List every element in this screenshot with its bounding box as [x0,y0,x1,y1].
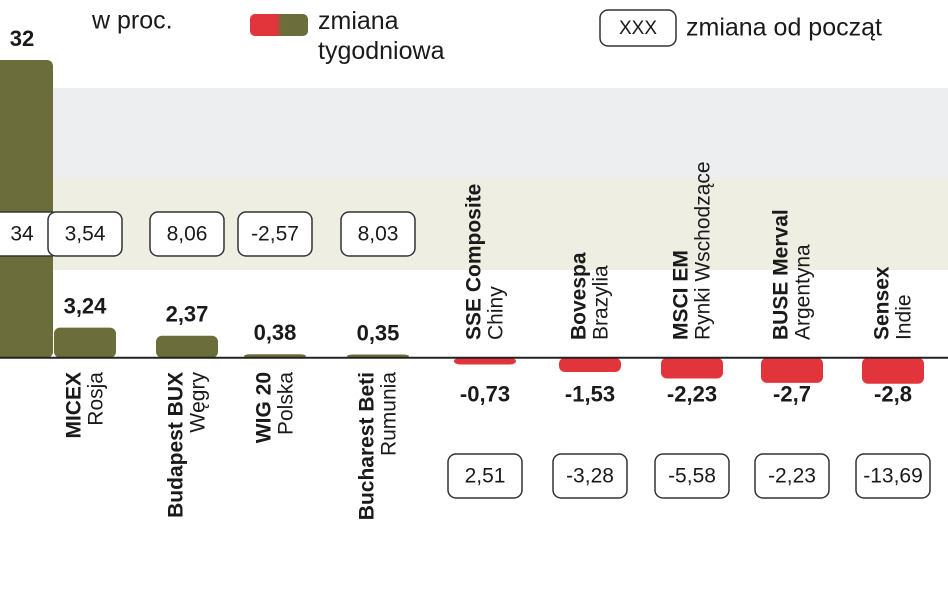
region-label: Rynki Wschodzące [692,161,715,340]
ytd-label: 2,51 [465,465,506,488]
band [0,88,948,178]
value-label: 32 [10,26,34,51]
bar [0,60,53,358]
category-label: MICEX [63,372,86,439]
value-label: -2,7 [773,382,811,407]
ytd-label: -13,69 [863,465,923,488]
ytd-box [447,453,523,499]
ytd-box [47,211,123,257]
legend-swatch [250,14,308,36]
category-label: Bovespa [568,252,591,340]
category-label: MSCI EM [670,250,693,340]
region-label: Indie [893,294,916,340]
region-label: Brazylia [590,265,613,340]
ytd-box [654,453,730,499]
bar [54,327,116,358]
ytd-box [552,453,628,499]
legend-label: zmiana od począt [686,14,882,42]
bar [862,357,924,384]
category-label: SSE Composite [463,184,486,340]
region-label: Polska [275,372,298,435]
ytd-label: 3,54 [65,223,106,246]
legend-box-text: XXX [619,18,657,39]
value-label: -2,23 [667,382,717,407]
legend-box [599,9,677,47]
region-label: Chiny [485,286,508,340]
ytd-box [149,211,225,257]
value-label: -0,73 [460,382,510,407]
bar [559,357,621,372]
category-label: Sensex [871,266,894,340]
value-label: -2,8 [874,382,912,407]
value-label: 0,35 [357,320,400,345]
category-label: Budapest BUX [165,372,188,518]
value-label: 2,37 [166,302,209,327]
ytd-label: -2,57 [251,223,299,246]
unit-note: w proc. [91,7,173,35]
ytd-box [754,453,830,499]
value-label: 0,38 [254,320,297,345]
ytd-box [237,211,313,257]
region-label: Argentyna [792,244,815,340]
region-label: Rosja [85,372,108,426]
region-label: Rumunia [378,372,401,456]
ytd-label: -5,58 [668,465,716,488]
bar [156,335,218,358]
bar [454,357,516,365]
legend-label: zmiana tygodniowa [318,7,445,65]
category-label: Bucharest Beti [356,372,379,520]
bar [761,357,823,383]
region-label: Węgry [187,372,210,433]
ytd-label: -3,28 [566,465,614,488]
bar [661,357,723,379]
ytd-box [855,453,931,499]
ytd-label: 34 [10,223,34,246]
category-label: BUSE Merval [770,209,793,340]
value-label: 3,24 [64,293,108,318]
ytd-box [340,211,416,257]
ytd-label: 8,06 [167,223,208,246]
category-label: WIG 20 [253,372,276,443]
ytd-label: -2,23 [768,465,816,488]
ytd-label: 8,03 [358,223,399,246]
value-label: -1,53 [565,382,615,407]
